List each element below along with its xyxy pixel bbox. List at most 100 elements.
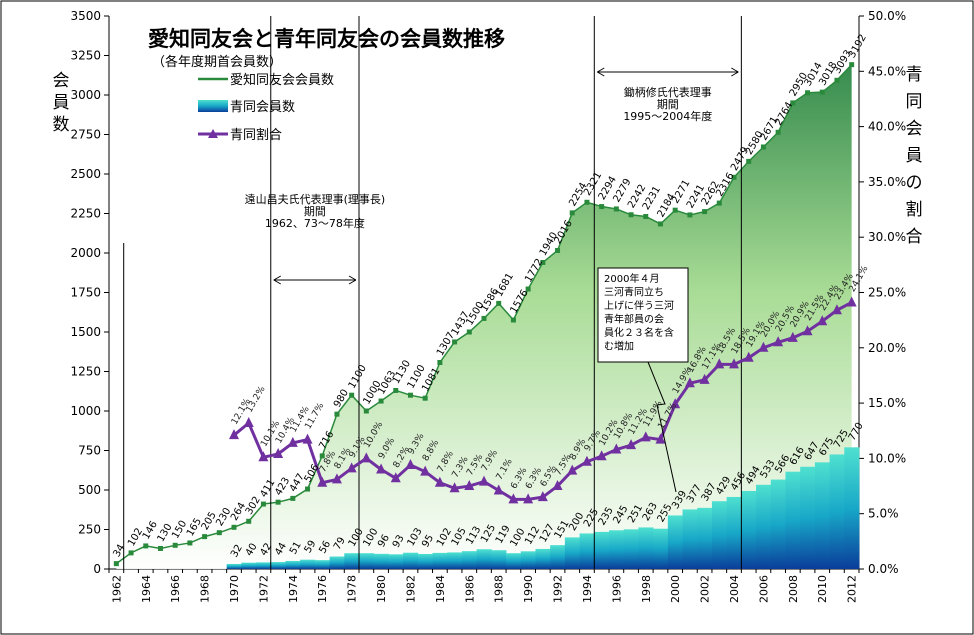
aichi-point: [834, 77, 840, 83]
ratio-point: [287, 436, 298, 447]
y-tick-label-left: 750: [78, 444, 101, 458]
seido-bar: [520, 551, 536, 569]
period-lines: [123, 16, 742, 569]
x-tick-label: 2008: [787, 575, 800, 603]
seido-bar: [344, 553, 360, 569]
aichi-point: [246, 518, 252, 524]
aichi-point: [349, 392, 355, 398]
ratio-point: [390, 472, 401, 483]
x-tick-label: 2000: [669, 575, 682, 603]
ratio-point: [552, 480, 563, 491]
seido-bar: [256, 562, 272, 569]
y-tick-label-right: 50.0%: [868, 9, 906, 23]
seido-bar: [638, 527, 654, 569]
ratio-point: [464, 480, 475, 491]
ratio-point: [758, 341, 769, 352]
ratio-point: [302, 433, 313, 444]
aichi-point: [510, 317, 516, 323]
y-axis-title-left-char: 数: [53, 115, 70, 135]
aichi-point: [452, 339, 458, 345]
ratio-point: [523, 493, 534, 504]
y-axis-title-right-char: 青: [906, 65, 923, 85]
aichi-point: [731, 174, 737, 180]
y-axis-title-left-char: 員: [53, 93, 70, 113]
aichi-point: [584, 199, 590, 205]
ratio-point: [773, 336, 784, 347]
seido-bar: [697, 507, 713, 569]
note-text: 2000年４月: [604, 272, 659, 285]
seido-bar: [300, 559, 316, 569]
legend-seido-swatch: [198, 100, 228, 112]
aichi-point: [599, 204, 605, 210]
seido-value-label: 96: [376, 533, 392, 550]
y-axis-title-right-char: 割: [906, 200, 923, 220]
x-tick-label: 1982: [404, 575, 417, 603]
aichi-point: [216, 530, 222, 536]
y-tick-label-right: 10.0%: [868, 451, 906, 465]
ratio-point: [493, 484, 504, 495]
y-axis-title-right-char: 同: [906, 92, 923, 112]
ratio-point: [420, 465, 431, 476]
seido-bar: [667, 515, 683, 569]
aichi-point: [569, 210, 575, 216]
seido-bar: [270, 562, 286, 569]
seido-value-label: 32: [229, 543, 245, 560]
aichi-point: [128, 550, 134, 556]
seido-bar: [535, 548, 551, 569]
ratio-point: [405, 459, 416, 470]
aichi-point: [849, 62, 855, 68]
aichi-value-label: 34: [111, 543, 127, 560]
y-tick-label-left: 3500: [70, 9, 101, 23]
y-tick-label-left: 500: [78, 483, 101, 497]
aichi-point: [157, 545, 163, 551]
ratio-point: [714, 358, 725, 369]
chart-subtitle: （各年度期首会員数）: [152, 54, 282, 70]
y-tick-label-right: 30.0%: [868, 230, 906, 244]
note-text: む増加: [604, 340, 634, 353]
period1-label: 1962、73～78年度: [265, 216, 365, 230]
ratio-point: [802, 325, 813, 336]
aichi-point: [746, 158, 752, 164]
seido-bar: [359, 553, 375, 569]
y-axis-title-right-char: 員: [906, 146, 923, 166]
ratio-point: [331, 473, 342, 484]
x-tick-label: 2006: [757, 575, 770, 603]
y-tick-label-right: 25.0%: [868, 286, 906, 300]
seido-value-label: 40: [244, 542, 260, 559]
y-tick-label-left: 1000: [70, 404, 101, 418]
seido-value-label: 44: [273, 541, 289, 558]
seido-bar: [756, 484, 772, 569]
aichi-point: [143, 543, 149, 549]
seido-bar: [432, 552, 448, 569]
ratio-point: [655, 433, 666, 444]
aichi-point: [481, 315, 487, 321]
y-tick-label-right: 5.0%: [868, 507, 899, 521]
ratio-point: [229, 429, 239, 440]
seido-bar: [329, 556, 345, 569]
aichi-point: [540, 259, 546, 265]
note-text: 三河青同立ち: [604, 286, 664, 299]
seido-bar: [373, 553, 389, 569]
x-tick-label: 1976: [316, 575, 329, 603]
ratio-point: [479, 475, 489, 486]
x-tick-label: 1966: [169, 575, 182, 603]
seido-bar: [461, 551, 478, 569]
aichi-point: [172, 542, 178, 548]
ratio-point: [258, 451, 269, 462]
aichi-point: [363, 408, 369, 414]
x-tick-label: 2012: [846, 575, 859, 603]
x-tick-label: 1992: [552, 575, 565, 603]
seido-bar: [726, 496, 742, 569]
axes: 0 250 500 750 1000 1250 1500 1750 2000 2250 2500 27…: [53, 9, 923, 603]
seido-bar: [550, 545, 566, 569]
y-axis-title-right-char: 合: [906, 227, 923, 247]
x-tick-label: 1984: [434, 575, 447, 603]
seido-bar: [653, 528, 669, 569]
y-tick-label-right: 35.0%: [868, 175, 906, 189]
seido-bar: [226, 563, 242, 569]
x-tick-label: 1978: [346, 575, 359, 603]
seido-bar: [447, 552, 463, 569]
seido-bar: [800, 466, 816, 569]
seido-bar: [476, 549, 492, 569]
seido-bar: [609, 530, 625, 569]
